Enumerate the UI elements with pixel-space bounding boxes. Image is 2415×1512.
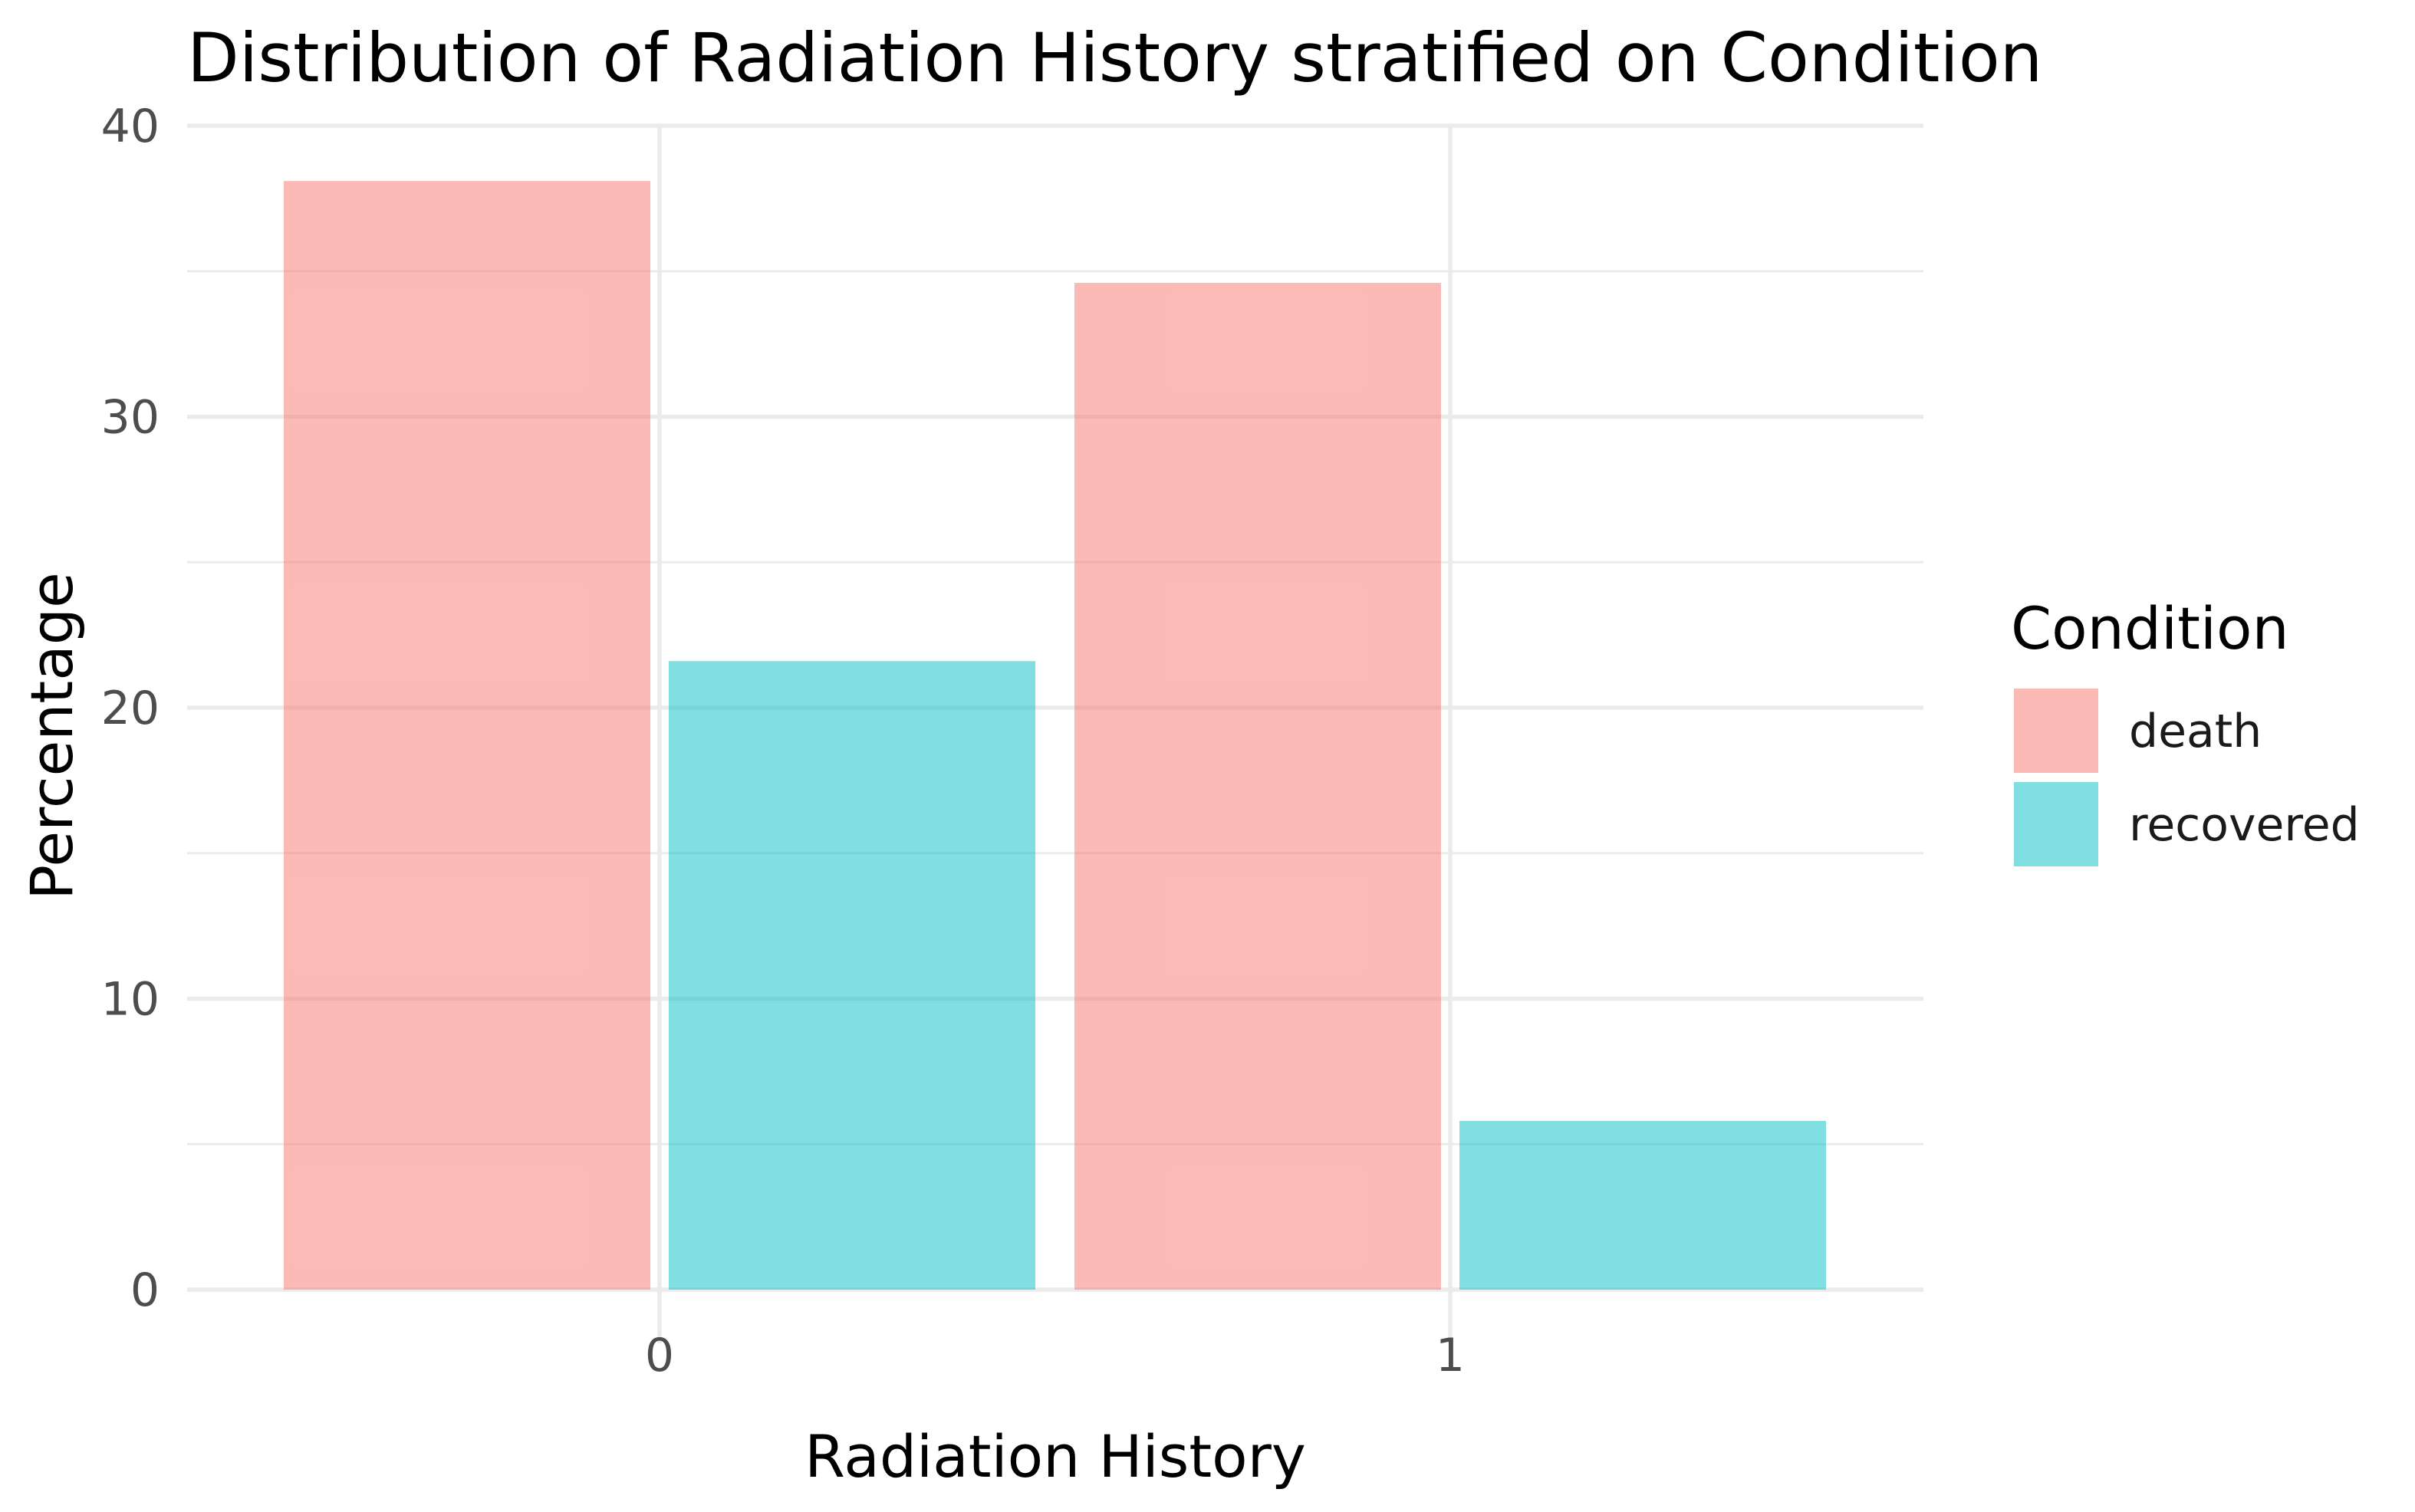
y-tick-label: 0 [130,1264,160,1317]
x-tick-label: 1 [1436,1329,1465,1382]
bar-death-0 [284,181,650,1290]
bar-recovered-0 [669,661,1035,1290]
y-axis-title: Percentage [18,572,86,900]
legend-items: death recovered [2014,689,2360,866]
y-tick-label: 20 [101,682,160,735]
legend-title: Condition [2011,594,2289,662]
bar-death-1 [1074,282,1441,1290]
y-tick-label: 30 [101,391,160,445]
legend-swatch-death [2014,689,2098,773]
y-tick-label: 10 [101,973,160,1027]
legend-label-recovered: recovered [2129,798,2360,852]
y-axis-ticks: 0 10 20 30 40 [101,100,160,1317]
chart-title: Distribution of Radiation History strati… [187,18,2042,97]
legend-label-death: death [2129,705,2262,758]
x-axis-title: Radiation History [804,1422,1306,1491]
x-tick-label: 0 [645,1329,674,1382]
legend: Condition death recovered [2011,594,2360,866]
bar-recovered-1 [1459,1120,1826,1290]
bars [284,181,1826,1290]
legend-swatch-recovered [2014,782,2098,866]
y-tick-label: 40 [101,100,160,153]
